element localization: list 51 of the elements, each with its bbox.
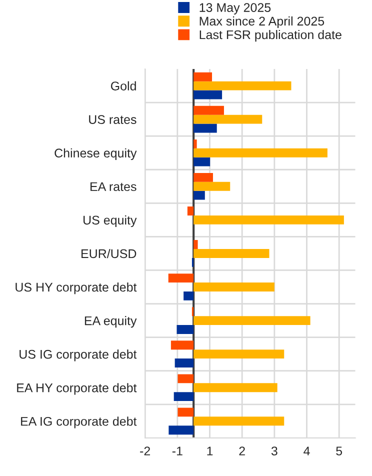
bar <box>194 90 222 100</box>
bar <box>178 374 194 384</box>
y-tick-label: Gold <box>110 81 136 90</box>
bar <box>194 124 217 133</box>
x-tick-label: 1 <box>207 446 213 456</box>
bar <box>194 157 210 166</box>
y-tick-label: US equity <box>84 215 137 228</box>
legend-label: 13 May 2025 <box>200 3 271 14</box>
bar <box>194 240 198 249</box>
bar <box>187 206 194 216</box>
bar <box>184 291 194 300</box>
bar <box>168 274 194 283</box>
bar <box>194 114 262 124</box>
y-tick-label: US IG corporate debt <box>20 350 137 362</box>
bar <box>194 148 328 158</box>
bar <box>194 172 213 182</box>
bar <box>194 106 224 115</box>
bar <box>194 383 278 392</box>
bar <box>194 249 270 258</box>
bar <box>194 81 292 90</box>
y-tick-label: EA rates <box>90 182 136 192</box>
y-tick-label: EA HY corporate debt <box>17 383 137 395</box>
legend-label: Max since 2 April 2025 <box>200 16 324 28</box>
x-tick-label: 2 <box>239 446 245 456</box>
bar <box>194 215 344 224</box>
bar <box>194 282 274 292</box>
y-tick-label: EA equity <box>84 316 137 328</box>
bar <box>194 72 212 82</box>
bar <box>178 408 194 417</box>
x-tick-label: 3 <box>271 446 278 456</box>
y-tick-label: EA IG corporate debt <box>21 416 137 428</box>
bar <box>194 316 310 326</box>
y-tick-label: EUR/USD <box>82 248 136 258</box>
y-tick-label: US rates <box>89 115 136 124</box>
x-tick-label: -1 <box>172 446 182 456</box>
bar <box>194 416 284 426</box>
bar <box>194 182 230 191</box>
bar <box>168 426 194 435</box>
x-tick-label: 5 <box>336 446 342 456</box>
bar <box>174 358 194 368</box>
x-tick-label: -2 <box>140 446 150 456</box>
y-tick-label: US HY corporate debt <box>16 282 137 294</box>
bar <box>174 392 194 402</box>
legend-label: Last FSR publication date <box>200 30 342 42</box>
bar <box>194 139 197 148</box>
y-tick-label: Chinese equity <box>54 148 137 160</box>
bar <box>176 325 194 334</box>
bar <box>194 190 205 200</box>
x-tick-label: 4 <box>304 446 310 456</box>
bar <box>194 350 284 359</box>
bar <box>170 340 194 350</box>
